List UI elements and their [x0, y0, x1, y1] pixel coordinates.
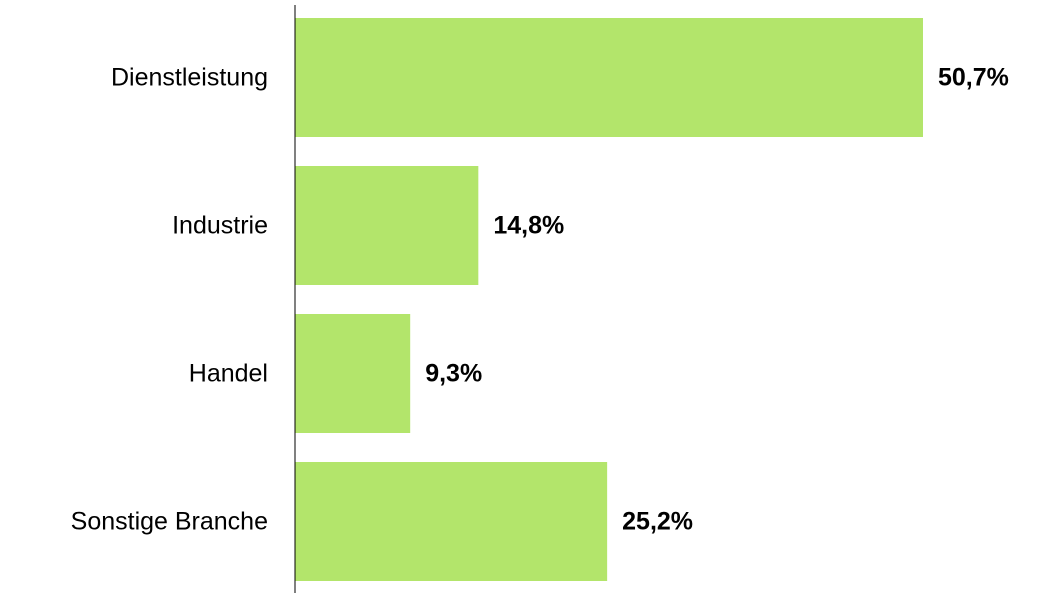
bar-industrie [295, 166, 479, 285]
labels-layer: Dienstleistung 50,7% Industrie 14,8% Handel 9… [71, 64, 1009, 536]
bar-handel [295, 314, 411, 433]
value-label-industrie: 14,8% [493, 212, 564, 240]
value-label-dienstleistung: 50,7% [938, 64, 1009, 92]
category-label-dienstleistung: Dienstleistung [111, 64, 268, 92]
bars-layer [295, 18, 923, 581]
bar-sonstige-branche [295, 462, 608, 581]
value-label-sonstige-branche: 25,2% [622, 508, 693, 536]
value-label-handel: 9,3% [425, 360, 482, 388]
bar-dienstleistung [295, 18, 923, 137]
category-label-industrie: Industrie [172, 212, 268, 240]
category-label-sonstige-branche: Sonstige Branche [71, 508, 268, 536]
category-label-handel: Handel [189, 360, 268, 388]
